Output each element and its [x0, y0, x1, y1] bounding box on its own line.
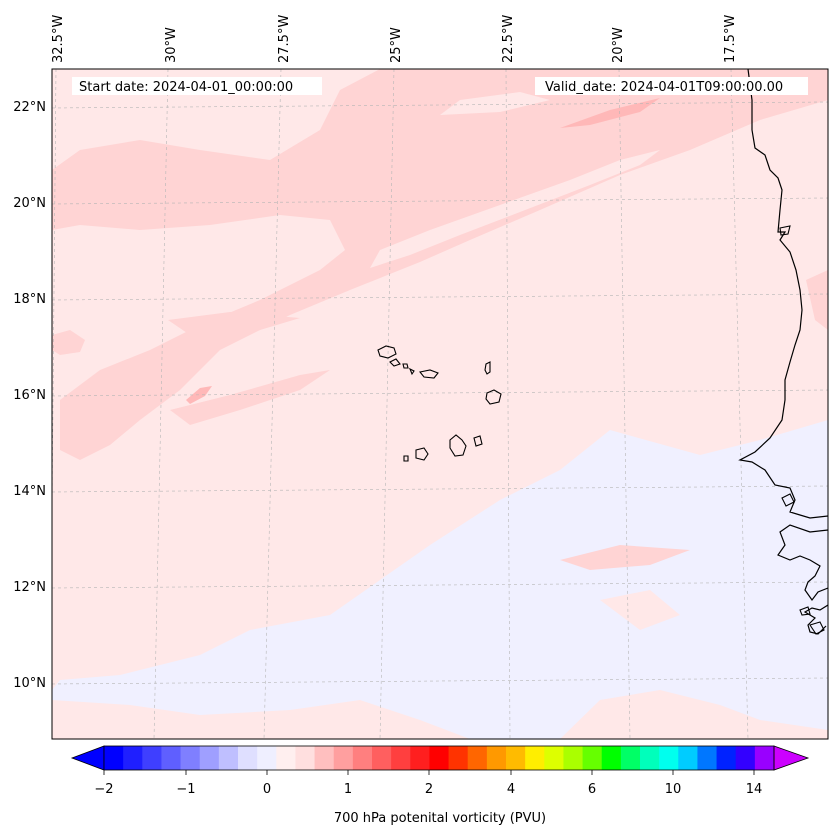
colorbar-label: 700 hPa potenital vorticity (PVU) [334, 811, 546, 826]
latitude-labels: 22°N 20°N 18°N 16°N 14°N 12°N 10°N [13, 100, 46, 691]
colorbar-segment [295, 746, 315, 770]
start-date-box [72, 77, 322, 95]
longitude-label: 25°W [389, 27, 404, 63]
pv-background-patch [560, 690, 828, 739]
latitude-label: 20°N [13, 196, 46, 211]
colorbar-segment [276, 746, 296, 770]
colorbar-segment [104, 746, 124, 770]
pv-strong-positive-core [560, 98, 660, 128]
colorbar-segment [525, 746, 545, 770]
island-coastline [781, 493, 795, 507]
colorbar-segment [582, 746, 603, 770]
colorbar-over-extension [773, 745, 810, 771]
valid-date-label: Valid_date: 2024-04-01T09:00:00.00 [545, 80, 783, 95]
colorbar-segment [142, 746, 162, 770]
africa-coastline [777, 524, 828, 602]
cape-verde-islands [377, 345, 502, 462]
colorbar-segment [601, 746, 622, 770]
colorbar-tick-label: 0 [263, 782, 271, 797]
africa-coastline [738, 69, 828, 519]
colorbar-tick-label: 14 [746, 782, 763, 797]
pv-background-patch [370, 150, 660, 268]
colorbar-segment [544, 746, 564, 770]
colorbar [70, 745, 810, 771]
longitude-label: 22.5°W [501, 15, 516, 63]
pv-background-patch [100, 120, 200, 142]
gridlines [52, 69, 828, 739]
colorbar-segment [506, 746, 526, 770]
colorbar-segment [314, 746, 335, 770]
colorbar-segment [372, 746, 392, 770]
colorbar-segment [352, 746, 373, 770]
pv-positive-patch [52, 330, 85, 355]
colorbar-segment [410, 746, 430, 770]
longitude-label: 27.5°W [277, 15, 292, 63]
colorbar-tick-label: 1 [344, 782, 352, 797]
colorbar-tick-label: 10 [665, 782, 682, 797]
colorbar-segment [620, 746, 641, 770]
longitude-labels: 32.5°W 30°W 27.5°W 25°W 22.5°W 20°W 17.5°W [51, 15, 738, 63]
island-coastline [779, 225, 791, 236]
colorbar-segment [123, 746, 143, 770]
longitude-label: 30°W [164, 27, 179, 63]
island-coastline [809, 621, 825, 635]
pv-background-patch [52, 90, 250, 128]
colorbar-segment [448, 746, 469, 770]
colorbar-tick-label: −2 [94, 782, 113, 797]
colorbar-segment [697, 746, 717, 770]
pv-background-patch [440, 92, 550, 115]
colorbar-tick-label: 6 [588, 782, 596, 797]
colorbar-segment [257, 746, 277, 770]
pv-positive-patch [168, 312, 300, 335]
colorbar-segment [238, 746, 258, 770]
colorbar-segment [640, 746, 660, 770]
colorbar-segment [180, 746, 201, 770]
colorbar-segment [161, 746, 181, 770]
colorbar-segment [429, 746, 449, 770]
pv-positive-patch [806, 270, 828, 330]
latitude-label: 22°N [13, 100, 46, 115]
colorbar-segment [218, 746, 239, 770]
colorbar-segment [716, 746, 737, 770]
pv-negative-region [52, 420, 828, 739]
colorbar-segment [659, 746, 679, 770]
colorbar-tick-label: −1 [176, 782, 195, 797]
latitude-label: 12°N [13, 580, 46, 595]
colorbar-segment [467, 746, 488, 770]
pv-strong-positive-core [186, 386, 212, 404]
colorbar-segment [563, 746, 583, 770]
latitude-label: 10°N [13, 676, 46, 691]
latitude-label: 18°N [13, 292, 46, 307]
pv-background-patch [600, 590, 680, 630]
pv-positive-patch [560, 545, 690, 570]
pv-background-patch [130, 600, 250, 640]
pv-background-patch [52, 700, 470, 739]
colorbar-under-extension [70, 745, 105, 771]
colorbar-segment [754, 746, 775, 770]
colorbar-segment [333, 746, 354, 770]
start-date-label: Start date: 2024-04-01_00:00:00 [79, 80, 293, 95]
colorbar-segment [391, 746, 411, 770]
colorbar-ticks: −2 −1 0 1 2 4 6 10 14 [94, 770, 762, 797]
pv-negative-region [52, 680, 110, 700]
colorbar-segment [486, 746, 507, 770]
longitude-label: 20°W [611, 27, 626, 63]
colorbar-tick-label: 2 [425, 782, 433, 797]
island-coastline [799, 606, 811, 616]
latitude-label: 14°N [13, 484, 46, 499]
longitude-label: 32.5°W [51, 15, 66, 63]
colorbar-segment [735, 746, 756, 770]
latitude-label: 16°N [13, 388, 46, 403]
colorbar-tick-label: 4 [507, 782, 515, 797]
colorbar-frame [103, 745, 775, 771]
pv-positive-patch [170, 370, 330, 425]
colorbar-segment [199, 746, 220, 770]
longitude-label: 17.5°W [723, 15, 738, 63]
map-panel[interactable]: Start date: 2024-04-01_00:00:00 Valid_da… [50, 69, 828, 739]
map-frame [51, 68, 829, 740]
colorbar-segment [678, 746, 698, 770]
valid-date-box [535, 77, 808, 95]
